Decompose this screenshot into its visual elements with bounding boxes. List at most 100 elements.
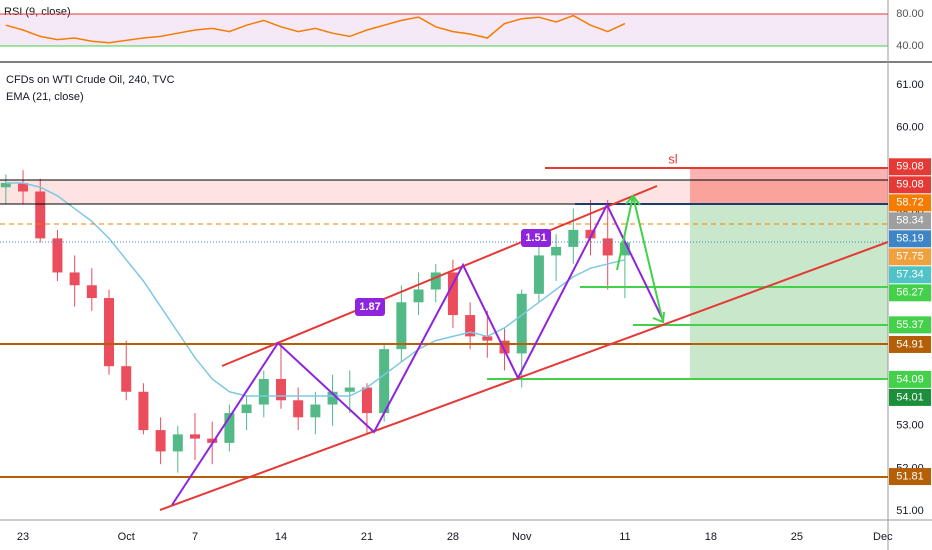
target-zone xyxy=(690,204,888,380)
candle-body xyxy=(568,229,579,247)
price-tag xyxy=(889,176,931,194)
zigzag xyxy=(171,202,664,506)
y-tick-label: 80.00 xyxy=(896,8,924,20)
candle-body xyxy=(18,182,29,192)
y-tick-label: 40.00 xyxy=(896,40,924,52)
candle-body xyxy=(499,340,510,354)
price-tag xyxy=(889,284,931,302)
candle-body xyxy=(482,336,493,341)
price-tag-label: 58.72 xyxy=(896,197,924,209)
x-tick-label: Oct xyxy=(118,531,135,543)
candle-body xyxy=(533,255,544,294)
price-tag-label: 56.27 xyxy=(896,287,924,299)
x-tick-label: 14 xyxy=(275,531,287,543)
candle-body xyxy=(224,413,235,443)
price-tag xyxy=(889,468,931,486)
candle-body xyxy=(447,272,458,316)
annotation-box xyxy=(355,298,385,316)
price-tag-label: 59.08 xyxy=(896,161,924,173)
x-tick-label: 21 xyxy=(361,531,373,543)
candle-body xyxy=(104,298,115,367)
candle-body xyxy=(52,238,63,273)
candle-body xyxy=(551,246,562,256)
candle-body xyxy=(310,404,321,418)
candle-body xyxy=(430,272,441,290)
annotation: 1.87 xyxy=(359,301,380,313)
channel-line xyxy=(221,185,658,367)
price-tag-label: 54.91 xyxy=(896,338,924,350)
candle-body xyxy=(396,302,407,350)
candle-body xyxy=(619,242,630,256)
price-tag xyxy=(889,212,931,230)
price-tag-label: 55.37 xyxy=(896,319,924,331)
candle-body xyxy=(86,285,97,299)
chart-title: CFDs on WTI Crude Oil, 240, TVC xyxy=(6,74,175,86)
price-tag xyxy=(889,370,931,388)
price-tag xyxy=(889,335,931,353)
y-tick-label: 51.00 xyxy=(896,505,924,517)
candle-body xyxy=(275,378,286,401)
candle-body xyxy=(69,272,80,286)
annotation-box xyxy=(521,229,551,247)
price-tag-label: 58.34 xyxy=(896,215,924,227)
candle-body xyxy=(379,349,390,414)
price-tag-label: 54.01 xyxy=(896,391,924,403)
price-tag-label: 54.09 xyxy=(896,373,924,385)
candle-body xyxy=(465,315,476,337)
stop-zone xyxy=(690,168,888,204)
price-tag-label: 58.19 xyxy=(896,233,924,245)
candle-body xyxy=(121,366,132,392)
arrow-head xyxy=(625,194,641,206)
price-tag-label: 51.81 xyxy=(896,470,924,482)
candle-body xyxy=(413,289,424,303)
price-tag xyxy=(889,266,931,284)
price-tag xyxy=(889,388,931,406)
ema-legend: EMA (21, close) xyxy=(6,91,84,103)
price-tag xyxy=(889,248,931,266)
price-tag-label: 59.08 xyxy=(896,179,924,191)
ema-line xyxy=(5,182,626,397)
x-tick-label: 28 xyxy=(447,531,459,543)
candle-body xyxy=(138,391,149,431)
resistance-zone xyxy=(0,180,888,204)
channel-line xyxy=(159,241,889,511)
candle-body xyxy=(344,387,355,392)
price-tag xyxy=(889,230,931,248)
candle-body xyxy=(602,238,613,256)
candle-body xyxy=(172,434,183,452)
price-tag xyxy=(889,316,931,334)
x-tick-label: 23 xyxy=(17,531,29,543)
candle-body xyxy=(327,391,338,405)
price-tag xyxy=(889,194,931,212)
candle-body xyxy=(0,182,11,188)
price-tag-label: 57.75 xyxy=(896,251,924,263)
candle-body xyxy=(207,438,218,443)
candle-body xyxy=(190,434,201,439)
drawings xyxy=(0,167,889,511)
candle-body xyxy=(361,387,372,414)
candle-body xyxy=(241,404,252,414)
rsi-title: RSI (9, close) xyxy=(4,6,71,18)
x-tick-label: 18 xyxy=(705,531,717,543)
x-tick-label: Dec xyxy=(873,531,893,543)
price-tag xyxy=(889,158,931,176)
x-tick-label: Nov xyxy=(512,531,532,543)
candle-body xyxy=(293,400,304,418)
y-tick-label: 53.00 xyxy=(896,420,924,432)
candle-body xyxy=(258,378,269,405)
arrow-head xyxy=(652,311,665,324)
annotation: 1.51 xyxy=(525,232,546,244)
y-tick-label: 61.00 xyxy=(896,79,924,91)
x-tick-label: 7 xyxy=(192,531,198,543)
rsi-band xyxy=(0,14,888,46)
candle-body xyxy=(516,293,527,354)
annotation: sl xyxy=(668,151,678,166)
rsi-line xyxy=(5,14,626,44)
price-tag-label: 57.34 xyxy=(896,269,924,281)
candle-body xyxy=(35,191,46,239)
y-tick-label: 60.00 xyxy=(896,122,924,134)
x-tick-label: 11 xyxy=(619,531,630,543)
x-tick-label: 25 xyxy=(791,531,803,543)
